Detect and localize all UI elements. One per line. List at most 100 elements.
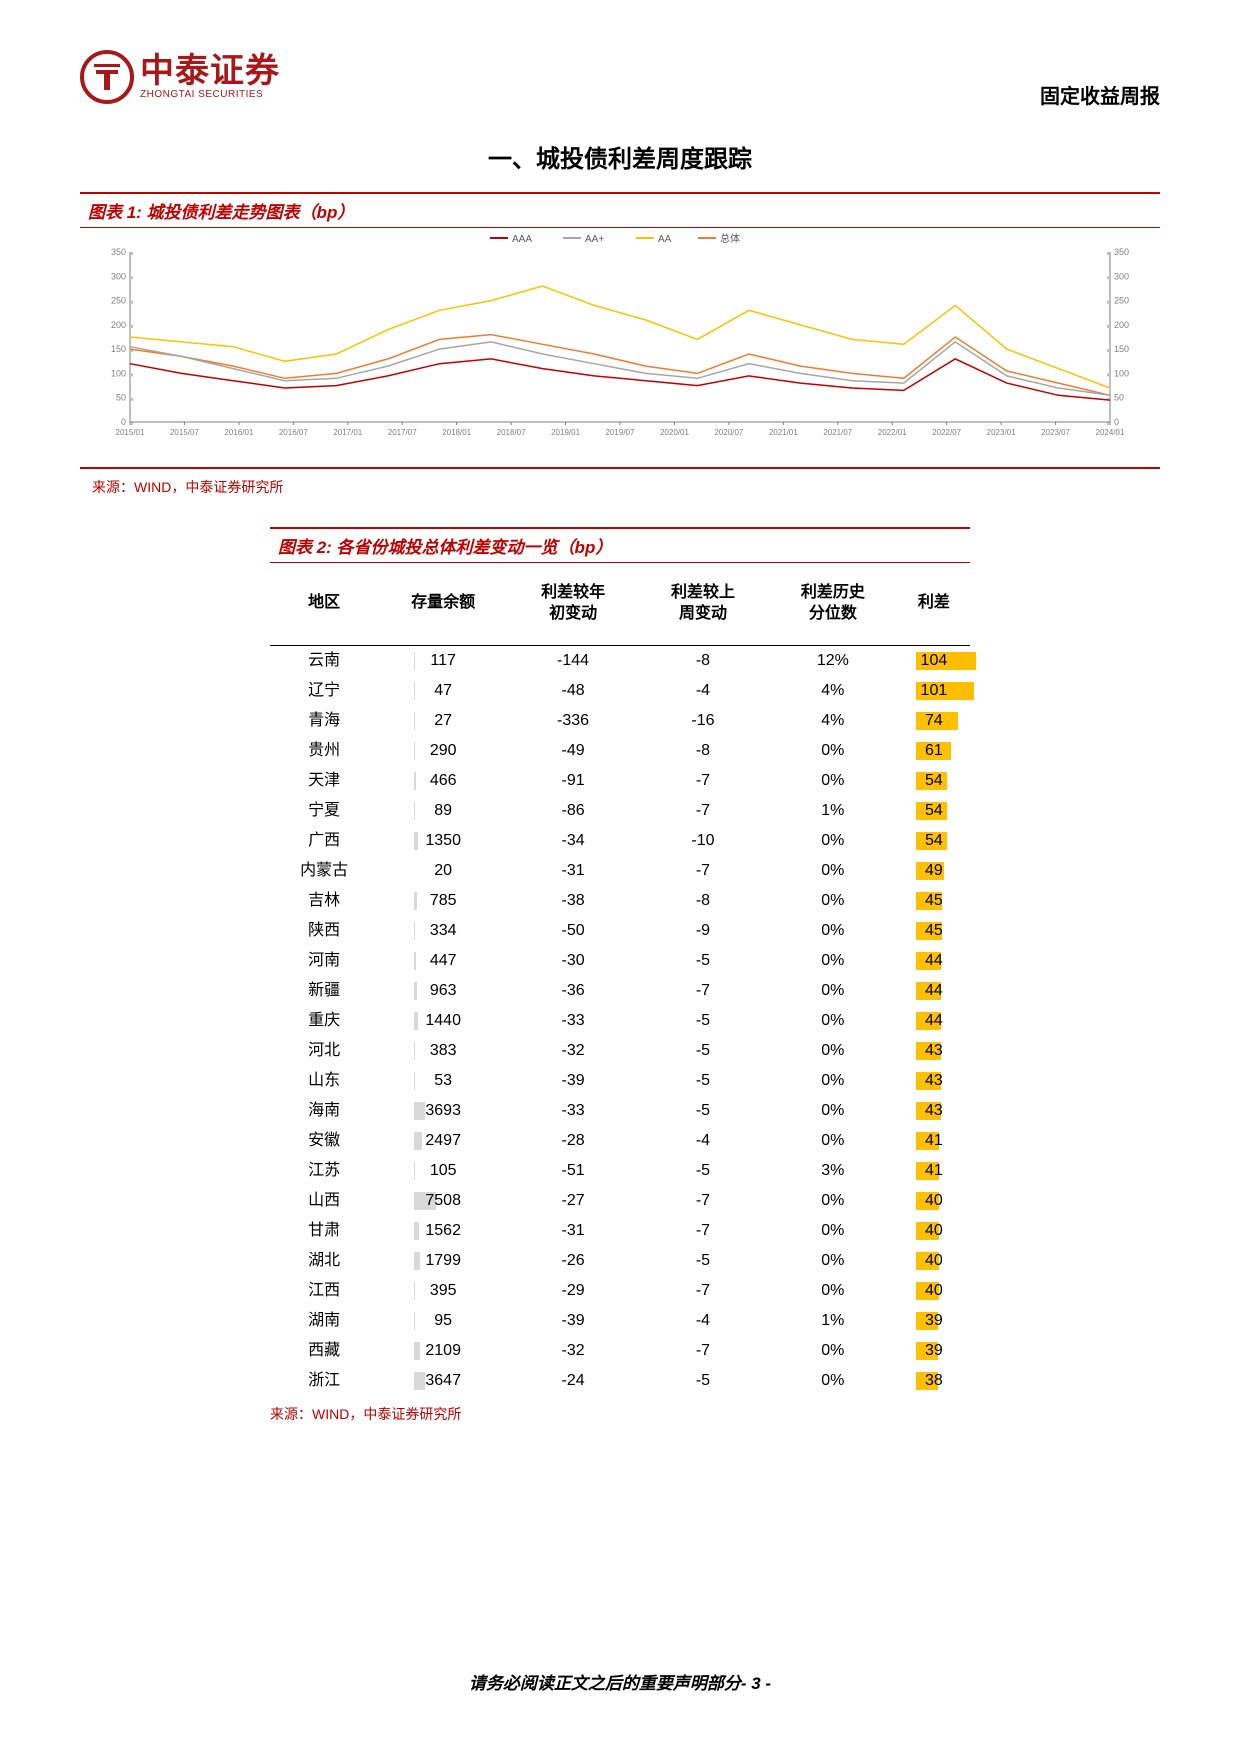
table-row: 山东53-39-50%43 [270, 1066, 970, 1096]
table-row: 广西1350-34-100%54 [270, 826, 970, 856]
cell-wow: -5 [638, 1096, 768, 1126]
cell-spread: 44 [898, 1006, 970, 1036]
table-row: 青海27-336-164%74 [270, 706, 970, 736]
cell-spread: 74 [898, 706, 970, 736]
svg-text:2018/01: 2018/01 [442, 428, 471, 437]
cell-region: 新疆 [270, 976, 378, 1006]
cell-wow: -7 [638, 976, 768, 1006]
svg-text:200: 200 [1114, 320, 1129, 330]
figure-1-chart: AAAAA+AA总体005050100100150150200200250250… [80, 228, 1160, 463]
table-row: 江西395-29-70%40 [270, 1276, 970, 1306]
cell-region: 河北 [270, 1036, 378, 1066]
cell-wow: -7 [638, 1276, 768, 1306]
svg-text:150: 150 [1114, 344, 1129, 354]
cell-region: 内蒙古 [270, 856, 378, 886]
cell-wow: -9 [638, 916, 768, 946]
svg-text:2021/01: 2021/01 [769, 428, 798, 437]
cell-pct: 4% [768, 706, 898, 736]
cell-spread: 40 [898, 1186, 970, 1216]
cell-spread: 104 [898, 645, 970, 676]
cell-ytd: -38 [508, 886, 638, 916]
cell-wow: -5 [638, 1366, 768, 1396]
cell-pct: 4% [768, 676, 898, 706]
table-row: 陕西334-50-90%45 [270, 916, 970, 946]
cell-pct: 0% [768, 1216, 898, 1246]
cell-ytd: -28 [508, 1126, 638, 1156]
table-row: 河北383-32-50%43 [270, 1036, 970, 1066]
cell-spread: 40 [898, 1246, 970, 1276]
cell-ytd: -32 [508, 1336, 638, 1366]
cell-region: 海南 [270, 1096, 378, 1126]
cell-pct: 0% [768, 886, 898, 916]
svg-text:总体: 总体 [720, 232, 740, 245]
cell-wow: -5 [638, 1006, 768, 1036]
cell-wow: -7 [638, 1216, 768, 1246]
cell-stock: 2497 [378, 1126, 508, 1156]
province-table: 地区存量余额利差较年初变动利差较上周变动利差历史分位数利差 云南117-144-… [270, 563, 970, 1396]
cell-region: 江西 [270, 1276, 378, 1306]
footer-page: - 3 - [741, 1674, 771, 1693]
cell-pct: 0% [768, 1096, 898, 1126]
svg-text:AA: AA [658, 234, 672, 245]
svg-text:2020/07: 2020/07 [714, 428, 743, 437]
cell-wow: -8 [638, 645, 768, 676]
svg-text:0: 0 [1114, 417, 1119, 427]
figure-2-source: 来源：WIND，中泰证券研究所 [270, 1404, 970, 1424]
cell-ytd: -36 [508, 976, 638, 1006]
cell-ytd: -48 [508, 676, 638, 706]
cell-spread: 54 [898, 826, 970, 856]
cell-ytd: -33 [508, 1096, 638, 1126]
cell-stock: 27 [378, 706, 508, 736]
svg-text:2017/07: 2017/07 [388, 428, 417, 437]
svg-text:2021/07: 2021/07 [823, 428, 852, 437]
cell-pct: 0% [768, 916, 898, 946]
svg-text:2017/01: 2017/01 [333, 428, 362, 437]
svg-text:300: 300 [111, 271, 126, 281]
cell-stock: 963 [378, 976, 508, 1006]
table-row: 内蒙古20-31-70%49 [270, 856, 970, 886]
cell-spread: 41 [898, 1126, 970, 1156]
cell-region: 吉林 [270, 886, 378, 916]
cell-ytd: -26 [508, 1246, 638, 1276]
svg-text:350: 350 [111, 247, 126, 257]
cell-region: 甘肃 [270, 1216, 378, 1246]
cell-pct: 12% [768, 645, 898, 676]
cell-region: 湖北 [270, 1246, 378, 1276]
cell-pct: 0% [768, 1066, 898, 1096]
cell-ytd: -144 [508, 645, 638, 676]
cell-ytd: -32 [508, 1036, 638, 1066]
figure-2-title-bar: 图表 2: 各省份城投总体利差变动一览（bp） [270, 527, 970, 563]
cell-wow: -8 [638, 886, 768, 916]
cell-stock: 1799 [378, 1246, 508, 1276]
cell-pct: 0% [768, 736, 898, 766]
svg-text:AA+: AA+ [585, 234, 604, 245]
cell-wow: -5 [638, 1036, 768, 1066]
cell-ytd: -51 [508, 1156, 638, 1186]
cell-ytd: -336 [508, 706, 638, 736]
svg-text:2015/07: 2015/07 [170, 428, 199, 437]
cell-ytd: -34 [508, 826, 638, 856]
cell-wow: -5 [638, 1066, 768, 1096]
svg-text:50: 50 [1114, 393, 1124, 403]
svg-text:250: 250 [1114, 296, 1129, 306]
cell-region: 辽宁 [270, 676, 378, 706]
cell-stock: 383 [378, 1036, 508, 1066]
cell-spread: 49 [898, 856, 970, 886]
svg-text:100: 100 [1114, 368, 1129, 378]
table-row: 宁夏89-86-71%54 [270, 796, 970, 826]
cell-region: 陕西 [270, 916, 378, 946]
cell-pct: 1% [768, 1306, 898, 1336]
table-header: 地区 [270, 563, 378, 645]
page-header: 中泰证券 ZHONGTAI SECURITIES 固定收益周报 [80, 50, 1160, 109]
page-footer: 请务必阅读正文之后的重要声明部分- 3 - [0, 1669, 1240, 1694]
cell-pct: 0% [768, 766, 898, 796]
cell-stock: 466 [378, 766, 508, 796]
table-row: 浙江3647-24-50%38 [270, 1366, 970, 1396]
cell-pct: 0% [768, 1126, 898, 1156]
svg-text:2023/07: 2023/07 [1041, 428, 1070, 437]
cell-region: 湖南 [270, 1306, 378, 1336]
svg-text:2022/01: 2022/01 [878, 428, 907, 437]
svg-text:2024/01: 2024/01 [1096, 428, 1125, 437]
cell-spread: 101 [898, 676, 970, 706]
table-header: 存量余额 [378, 563, 508, 645]
